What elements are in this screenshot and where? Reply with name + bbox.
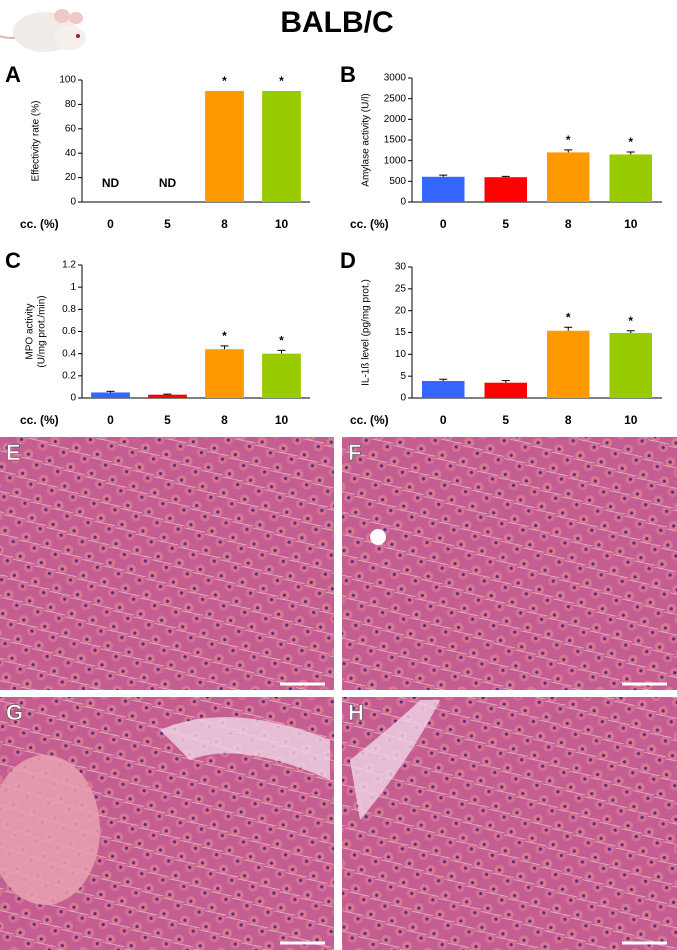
x-tick-label: 0 <box>107 217 114 231</box>
panel-label: D <box>340 248 356 273</box>
bar <box>205 349 244 398</box>
y-tick-label: 2000 <box>384 114 407 125</box>
bar <box>262 353 301 398</box>
x-tick-label: 8 <box>565 217 572 231</box>
x-tick-label: 10 <box>624 413 638 427</box>
bar <box>262 90 301 202</box>
y-tick-label: 80 <box>65 99 77 110</box>
histology-image <box>0 437 334 690</box>
bar <box>205 90 244 202</box>
annotation: * <box>628 135 633 149</box>
x-axis-label: cc. (%) <box>350 413 389 427</box>
panel-label: B <box>340 62 356 87</box>
bar <box>422 380 465 398</box>
x-axis-label: cc. (%) <box>20 217 59 231</box>
y-tick-label: 2500 <box>384 93 407 104</box>
y-tick-label: 40 <box>65 148 77 159</box>
panel-label: H <box>348 700 364 725</box>
bar <box>484 177 527 202</box>
y-tick-label: 0 <box>70 393 76 404</box>
y-axis-label: MPO activity <box>25 303 36 359</box>
y-tick-label: 0.4 <box>62 348 76 359</box>
y-tick-label: 3000 <box>384 73 407 84</box>
x-tick-label: 0 <box>440 217 447 231</box>
islet <box>0 755 100 905</box>
x-tick-label: 5 <box>502 217 509 231</box>
annotation: ND <box>102 176 120 190</box>
figure-title: BALB/C <box>280 6 393 39</box>
x-axis-label: cc. (%) <box>350 217 389 231</box>
x-tick-label: 10 <box>275 413 289 427</box>
y-tick-label: 20 <box>65 172 77 183</box>
annotation: * <box>279 334 284 348</box>
bar <box>547 152 590 202</box>
bar <box>91 392 130 398</box>
bar <box>609 154 652 202</box>
bar <box>547 330 590 398</box>
y-tick-label: 1 <box>70 282 76 293</box>
histology-image <box>342 437 677 690</box>
y-tick-label: 30 <box>395 262 407 273</box>
y-axis-label: (U/mg prot./min) <box>37 295 48 367</box>
x-tick-label: 8 <box>221 413 228 427</box>
annotation: ND <box>159 176 177 190</box>
edema <box>160 717 330 780</box>
annotation: * <box>222 74 227 88</box>
y-tick-label: 0.6 <box>62 326 76 337</box>
x-tick-label: 10 <box>624 217 638 231</box>
edema <box>350 700 440 820</box>
y-tick-label: 10 <box>395 349 407 360</box>
y-tick-label: 1500 <box>384 135 407 146</box>
y-tick-label: 0.2 <box>62 370 76 381</box>
annotation: * <box>566 310 571 324</box>
x-tick-label: 5 <box>164 413 171 427</box>
bar <box>609 332 652 398</box>
y-tick-label: 0 <box>400 393 406 404</box>
panel-label: F <box>348 440 361 465</box>
annotation: * <box>566 133 571 147</box>
x-axis-label: cc. (%) <box>20 413 59 427</box>
y-tick-label: 25 <box>395 283 407 294</box>
y-tick-label: 0.8 <box>62 304 76 315</box>
y-tick-label: 0 <box>400 197 406 208</box>
y-tick-label: 0 <box>70 197 76 208</box>
annotation: * <box>628 314 633 328</box>
y-axis-label: Amylase activity (U/l) <box>361 93 372 186</box>
x-tick-label: 10 <box>275 217 289 231</box>
annotation: * <box>222 329 227 343</box>
x-tick-label: 5 <box>164 217 171 231</box>
panel-label: C <box>5 248 21 273</box>
panel-label: A <box>5 62 21 87</box>
y-tick-label: 60 <box>65 123 77 134</box>
panel-label: G <box>6 700 23 725</box>
x-tick-label: 5 <box>502 413 509 427</box>
bar <box>148 394 187 398</box>
y-tick-label: 1000 <box>384 155 407 166</box>
bar <box>422 176 465 202</box>
x-tick-label: 0 <box>440 413 447 427</box>
y-tick-label: 100 <box>59 75 76 86</box>
y-axis-label: Effectivity rate (%) <box>31 101 42 182</box>
y-tick-label: 500 <box>389 176 406 187</box>
y-tick-label: 15 <box>395 327 407 338</box>
bar <box>484 382 527 398</box>
y-tick-label: 1.2 <box>62 260 76 271</box>
y-axis-label: IL-1ß level (pg/mg prot.) <box>361 279 372 386</box>
annotation: * <box>279 74 284 88</box>
x-tick-label: 8 <box>565 413 572 427</box>
histology-images <box>0 437 677 950</box>
y-tick-label: 5 <box>400 371 406 382</box>
y-tick-label: 20 <box>395 305 407 316</box>
mouse-illustration <box>0 9 86 52</box>
vessel <box>370 529 386 545</box>
x-tick-label: 8 <box>221 217 228 231</box>
x-tick-label: 0 <box>107 413 114 427</box>
panel-label: E <box>6 440 21 465</box>
